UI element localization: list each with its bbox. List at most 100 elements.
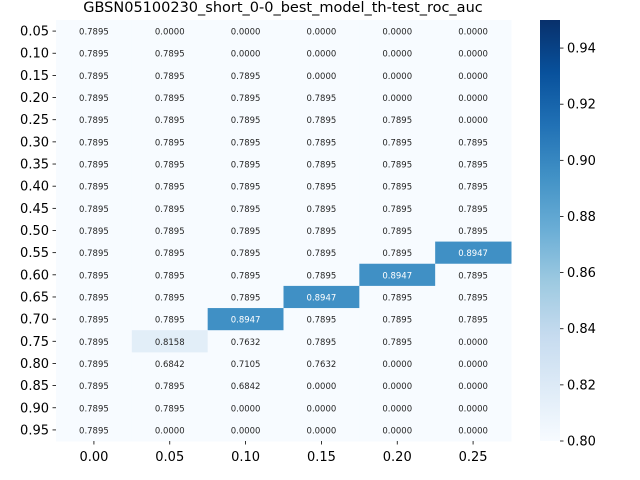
heatmap-cell bbox=[131, 285, 209, 309]
x-tick-label: 0.25 bbox=[459, 450, 488, 465]
heatmap-cell bbox=[56, 330, 133, 353]
cell-value-label: 0.7895 bbox=[458, 138, 488, 148]
cell-value-label: 0.7895 bbox=[155, 50, 185, 60]
heatmap-cell bbox=[435, 263, 512, 287]
cell-value-label: 0.7895 bbox=[231, 271, 261, 281]
heatmap-cell bbox=[283, 418, 360, 442]
heatmap-cell bbox=[283, 64, 360, 87]
heatmap-cell bbox=[207, 418, 284, 442]
heatmap-cell bbox=[359, 152, 436, 176]
cell-value-label: 0.7895 bbox=[458, 183, 488, 193]
cell-value-label: 0.7895 bbox=[155, 72, 185, 82]
heatmap-cell bbox=[56, 396, 133, 420]
cell-value-label: 0.7895 bbox=[79, 249, 109, 259]
cell-value-label: 0.7895 bbox=[307, 183, 337, 193]
y-tick-label: 0.80 bbox=[20, 357, 49, 372]
heatmap-cell bbox=[131, 20, 209, 43]
cell-value-label: 0.7895 bbox=[458, 227, 488, 237]
cell-value-label: 0.7895 bbox=[231, 138, 261, 148]
cell-value-label: 0.6842 bbox=[231, 382, 261, 392]
heatmap-cell bbox=[359, 219, 436, 243]
heatmap-cell bbox=[207, 308, 284, 331]
cell-value-label: 0.0000 bbox=[307, 28, 337, 38]
heatmap-cell bbox=[56, 64, 133, 87]
heatmap-cell bbox=[131, 308, 209, 331]
heatmap-cell bbox=[359, 241, 436, 265]
colorbar-tick-label: 0.84 bbox=[567, 322, 596, 337]
cell-value-label: 0.7895 bbox=[79, 138, 109, 148]
cell-value-label: 0.0000 bbox=[458, 116, 488, 126]
heatmap-cell bbox=[131, 241, 209, 265]
cell-value-label: 0.7895 bbox=[231, 161, 261, 171]
colorbar-tick-label: 0.82 bbox=[567, 378, 596, 393]
cell-value-label: 0.0000 bbox=[458, 382, 488, 392]
heatmap-cell bbox=[56, 108, 133, 132]
cell-value-label: 0.0000 bbox=[458, 28, 488, 38]
cell-value-label: 0.0000 bbox=[307, 404, 337, 414]
cell-value-label: 0.0000 bbox=[307, 426, 337, 436]
cell-value-label: 0.7895 bbox=[382, 183, 412, 193]
cell-value-label: 0.0000 bbox=[382, 360, 412, 370]
heatmap-cell bbox=[435, 108, 512, 132]
cell-value-label: 0.7895 bbox=[231, 94, 261, 104]
x-axis: 0.00 0.05 0.10 0.15 0.20 0.25 bbox=[79, 441, 488, 465]
cell-value-label: 0.0000 bbox=[307, 50, 337, 60]
heatmap-cell bbox=[359, 64, 436, 87]
heatmap-cell bbox=[131, 86, 209, 110]
heatmap-cell bbox=[283, 330, 360, 353]
x-tick-label: 0.00 bbox=[79, 450, 108, 465]
heatmap-cell bbox=[131, 352, 209, 376]
y-tick-label: 0.20 bbox=[20, 91, 49, 106]
heatmap-cell bbox=[131, 42, 209, 65]
x-tick-label: 0.20 bbox=[383, 450, 412, 465]
y-tick-label: 0.65 bbox=[20, 290, 49, 305]
heatmap-cell bbox=[207, 197, 284, 220]
cell-value-label: 0.7895 bbox=[79, 338, 109, 348]
cell-value-label: 0.7895 bbox=[382, 227, 412, 237]
cell-value-label: 0.7895 bbox=[79, 116, 109, 126]
cell-value-label: 0.7895 bbox=[307, 94, 337, 104]
cell-value-label: 0.7895 bbox=[79, 161, 109, 171]
heatmap-cell bbox=[207, 152, 284, 176]
heatmap-cell bbox=[283, 86, 360, 110]
heatmap-cell bbox=[56, 418, 133, 442]
heatmap-cell bbox=[435, 42, 512, 65]
cell-value-label: 0.7895 bbox=[79, 205, 109, 215]
cell-value-label: 0.8947 bbox=[307, 293, 337, 303]
heatmap-cell bbox=[359, 130, 436, 154]
heatmap-cell bbox=[56, 130, 133, 154]
cell-value-label: 0.0000 bbox=[307, 382, 337, 392]
cell-value-label: 0.0000 bbox=[231, 404, 261, 414]
heatmap-cell bbox=[283, 308, 360, 331]
heatmap-cell bbox=[283, 219, 360, 243]
cell-value-label: 0.7895 bbox=[382, 249, 412, 259]
cell-value-label: 0.7895 bbox=[307, 227, 337, 237]
y-tick-label: 0.05 bbox=[20, 25, 49, 40]
cell-value-label: 0.7895 bbox=[155, 382, 185, 392]
cell-value-label: 0.7895 bbox=[307, 271, 337, 281]
cell-value-label: 0.7895 bbox=[307, 249, 337, 259]
cell-value-label: 0.0000 bbox=[382, 382, 412, 392]
y-tick-label: 0.15 bbox=[20, 69, 49, 84]
x-tick-label: 0.15 bbox=[307, 450, 336, 465]
cell-value-label: 0.0000 bbox=[458, 338, 488, 348]
heatmap-cell bbox=[131, 396, 209, 420]
heatmap-cell bbox=[435, 219, 512, 243]
heatmap-cell bbox=[359, 396, 436, 420]
cell-value-label: 0.7895 bbox=[458, 293, 488, 303]
heatmap-cell bbox=[56, 374, 133, 398]
cell-value-label: 0.0000 bbox=[382, 28, 412, 38]
heatmap-cell bbox=[56, 42, 133, 65]
chart-title: GBSN05100230_short_0-0_best_model_th-tes… bbox=[83, 0, 483, 16]
y-tick-label: 0.75 bbox=[20, 335, 49, 350]
cell-value-label: 0.8947 bbox=[231, 316, 261, 326]
cell-value-label: 0.7895 bbox=[155, 138, 185, 148]
cell-value-label: 0.7895 bbox=[79, 183, 109, 193]
cell-value-label: 0.7895 bbox=[155, 94, 185, 104]
heatmap-cell bbox=[435, 308, 512, 331]
cell-value-label: 0.7105 bbox=[231, 360, 261, 370]
cell-value-label: 0.7895 bbox=[458, 161, 488, 171]
heatmap-cell bbox=[359, 197, 436, 220]
heatmap-cell bbox=[56, 175, 133, 198]
